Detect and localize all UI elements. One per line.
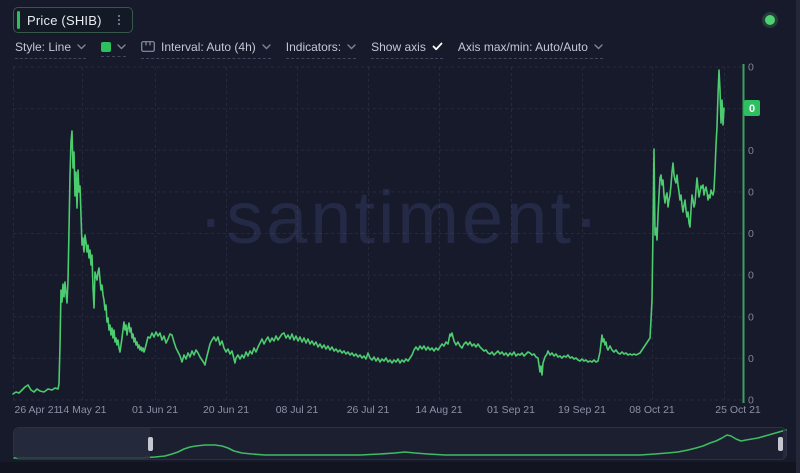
x-tick-label: 01 Jun 21 (132, 404, 178, 416)
y-tick-label: 0 (748, 311, 754, 323)
brush-unselected-left[interactable] (14, 428, 150, 459)
x-tick-label: 20 Jun 21 (203, 404, 249, 416)
y-tick-label: 0 (748, 270, 754, 282)
indicators-selector[interactable]: Indicators: (285, 39, 357, 59)
x-tick-label: 14 May 21 (57, 404, 106, 416)
style-selector-label: Style: Line (15, 39, 72, 54)
y-tick-label: 0 (748, 186, 754, 198)
brush-unselected-right[interactable] (783, 428, 786, 459)
price-line (12, 69, 725, 395)
brush-handle-right[interactable] (778, 437, 783, 451)
y-tick-label: 0 (748, 353, 754, 365)
x-tick-label: 14 Aug 21 (415, 404, 462, 416)
x-tick-label: 19 Sep 21 (558, 404, 606, 416)
current-value-badge (744, 100, 760, 116)
chevron-down-icon (262, 43, 271, 49)
kebab-menu-icon[interactable] (116, 13, 122, 27)
check-icon (432, 42, 443, 51)
minimap-line (13, 429, 787, 459)
color-swatch-selector[interactable] (101, 41, 127, 57)
indicators-selector-label: Indicators: (285, 39, 342, 54)
chevron-down-icon (77, 43, 86, 49)
axis-maxmin-selector[interactable]: Axis max/min: Auto/Auto (457, 39, 603, 59)
show-axis-toggle[interactable]: Show axis (371, 40, 443, 59)
x-tick-label: 01 Sep 21 (487, 404, 535, 416)
current-value-badge-label: 0 (749, 103, 755, 115)
y-tick-label: 0 (748, 395, 754, 407)
interval-selector-label: Interval: Auto (4h) (161, 39, 256, 54)
y-tick-label: 0 (748, 145, 754, 157)
live-indicator-dot (765, 15, 775, 25)
y-tick-label: 0 (748, 228, 754, 240)
metric-chip-label: Price (SHIB) (27, 12, 102, 28)
toolbar: Style: Line Interval: Auto (4h) Indicato… (15, 38, 603, 60)
chevron-down-icon (117, 43, 126, 49)
bottom-edge (0, 462, 800, 473)
axis-maxmin-label: Axis max/min: Auto/Auto (457, 39, 588, 54)
interval-ruler-icon (141, 41, 155, 52)
x-tick-label: 26 Jul 21 (347, 404, 390, 416)
x-tick-label: 08 Oct 21 (629, 404, 675, 416)
y-tick-label: 0 (748, 62, 754, 74)
metric-color-bar (17, 11, 20, 29)
x-tick-label: 08 Jul 21 (276, 404, 319, 416)
chevron-down-icon (347, 43, 356, 49)
x-tick-label: 26 Apr 21 (15, 404, 60, 416)
scrollbar[interactable] (796, 0, 800, 473)
metric-chip[interactable]: Price (SHIB) (13, 7, 133, 33)
interval-selector[interactable]: Interval: Auto (4h) (141, 40, 271, 59)
brush-handle-left[interactable] (148, 437, 153, 451)
style-selector[interactable]: Style: Line (15, 39, 87, 59)
metric-color-swatch (101, 41, 112, 52)
chevron-down-icon (594, 43, 603, 49)
show-axis-label: Show axis (371, 39, 426, 54)
x-tick-label: 25 Oct 21 (715, 404, 761, 416)
